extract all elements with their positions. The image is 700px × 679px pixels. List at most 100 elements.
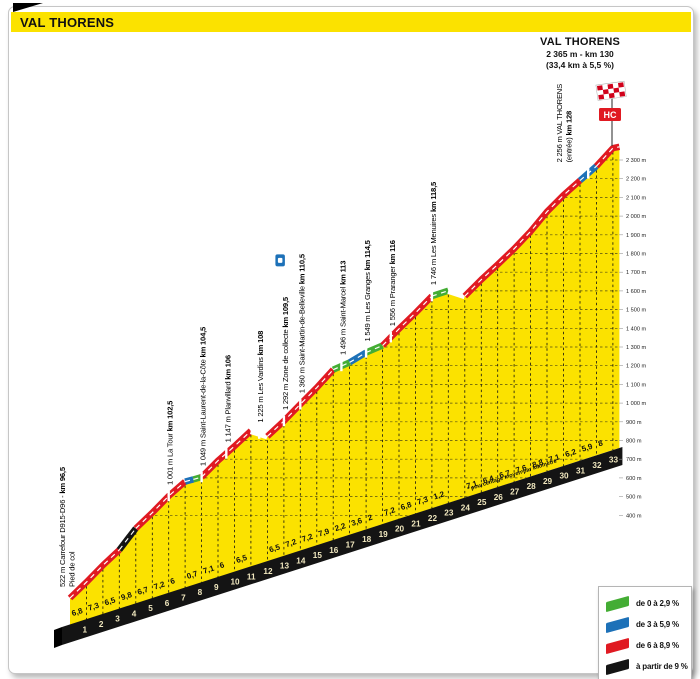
- svg-text:1 000 m: 1 000 m: [626, 401, 647, 407]
- svg-text:6,5: 6,5: [103, 595, 117, 607]
- svg-text:2 100 m: 2 100 m: [626, 195, 647, 201]
- svg-text:1 100 m: 1 100 m: [626, 382, 647, 388]
- svg-text:7,9: 7,9: [317, 526, 331, 538]
- svg-text:1 147 m Planvillard km 106: 1 147 m Planvillard km 106: [223, 355, 232, 442]
- svg-text:8,8: 8,8: [531, 457, 545, 469]
- svg-text:9,8: 9,8: [120, 590, 134, 602]
- svg-text:8: 8: [597, 438, 605, 448]
- checkered-flag-icon: [595, 80, 627, 101]
- legend-label: de 3 à 5,9 %: [636, 620, 679, 629]
- svg-text:600 m: 600 m: [626, 476, 642, 482]
- svg-text:2 200 m: 2 200 m: [626, 177, 647, 183]
- svg-text:500 m: 500 m: [626, 495, 642, 501]
- svg-text:7,1: 7,1: [465, 479, 479, 491]
- svg-text:1 800 m: 1 800 m: [626, 252, 647, 258]
- svg-text:6: 6: [169, 576, 177, 586]
- svg-text:7,2: 7,2: [153, 579, 167, 591]
- svg-text:23: 23: [444, 509, 454, 518]
- summit-stats: (33,4 km à 5,5 %): [545, 60, 615, 70]
- gradient-legend: de 0 à 2,9 % de 3 à 5,9 % de 6 à 8,9 % à…: [598, 586, 692, 679]
- svg-text:32: 32: [592, 461, 602, 470]
- svg-text:6: 6: [219, 560, 227, 570]
- svg-text:8: 8: [198, 588, 203, 597]
- svg-text:(entrée) km 128: (entrée) km 128: [565, 111, 574, 162]
- svg-text:3,6: 3,6: [350, 516, 364, 528]
- svg-text:700 m: 700 m: [626, 457, 642, 463]
- svg-text:2 000 m: 2 000 m: [626, 214, 647, 220]
- hc-badge: HC: [599, 108, 621, 121]
- title-bar: VAL THORENS: [11, 12, 691, 32]
- svg-text:0,7: 0,7: [186, 569, 200, 581]
- svg-text:2 300 m: 2 300 m: [626, 158, 647, 164]
- svg-text:16: 16: [329, 546, 339, 555]
- legend-row: à partir de 9 %: [606, 656, 688, 677]
- svg-text:800 m: 800 m: [626, 439, 642, 445]
- svg-text:6,5: 6,5: [268, 542, 282, 554]
- km-gridlines: [86, 152, 614, 620]
- svg-text:20: 20: [395, 525, 405, 534]
- svg-text:900 m: 900 m: [626, 420, 642, 426]
- svg-text:6,4: 6,4: [482, 473, 496, 485]
- legend-row: de 6 à 8,9 %: [606, 635, 687, 656]
- svg-text:7,2: 7,2: [383, 505, 397, 517]
- svg-text:4: 4: [132, 609, 137, 618]
- svg-text:5: 5: [148, 604, 153, 613]
- svg-text:25: 25: [477, 498, 487, 507]
- svg-text:2: 2: [367, 512, 375, 522]
- waypoint-notches: [167, 168, 590, 502]
- svg-text:7,6: 7,6: [515, 463, 529, 475]
- svg-text:522 m Carrefour D915-D96 - km: 522 m Carrefour D915-D96 - km 96,5: [58, 466, 67, 587]
- gradient-swatch-green: [606, 595, 629, 612]
- svg-text:1 360 m Saint-Martin-de-Bellev: 1 360 m Saint-Martin-de-Belleville km 11…: [297, 253, 306, 393]
- legend-label: de 6 à 8,9 %: [636, 641, 679, 650]
- svg-text:1 746 m Les Menuires km 118,5: 1 746 m Les Menuires km 118,5: [429, 181, 438, 285]
- svg-text:1 500 m: 1 500 m: [626, 308, 647, 314]
- svg-text:2,2: 2,2: [334, 521, 348, 533]
- svg-text:7,3: 7,3: [416, 495, 430, 507]
- svg-text:21: 21: [411, 519, 421, 528]
- gradient-labels: 6,8 7,3 6,5 9,8 6,7 7,2 60,7 7,1 66,56,5 7,2 7,2 7,…: [71, 438, 605, 618]
- svg-text:1: 1: [83, 625, 88, 634]
- summit-elevation: 2 365 m - km 130: [546, 49, 614, 59]
- svg-text:6,7: 6,7: [136, 585, 150, 597]
- svg-text:6,2: 6,2: [564, 447, 578, 459]
- svg-text:1 400 m: 1 400 m: [626, 326, 647, 332]
- svg-text:7,3: 7,3: [87, 601, 101, 613]
- svg-text:1 225 m Les Vardins km 108: 1 225 m Les Vardins km 108: [256, 331, 265, 423]
- svg-text:10: 10: [231, 578, 241, 587]
- svg-text:14: 14: [296, 556, 306, 565]
- svg-text:400 m: 400 m: [626, 513, 642, 519]
- legend-label: à partir de 9 %: [636, 662, 688, 671]
- svg-text:1 200 m: 1 200 m: [626, 364, 647, 370]
- svg-text:13: 13: [280, 562, 290, 571]
- svg-text:6,5: 6,5: [235, 553, 249, 565]
- svg-text:7,1: 7,1: [202, 563, 216, 575]
- elevation-ruler: 2 300 m 2 200 m 2 100 m 2 000 m 1 900 m 1 800…: [619, 158, 647, 519]
- road: [67, 143, 621, 601]
- svg-text:24: 24: [461, 503, 471, 512]
- svg-text:6,7: 6,7: [498, 468, 512, 480]
- gradient-swatch-red: [606, 637, 629, 654]
- svg-text:22: 22: [428, 514, 438, 523]
- svg-text:5,9: 5,9: [580, 442, 594, 454]
- legend-label: de 0 à 2,9 %: [636, 599, 679, 608]
- svg-text:9: 9: [214, 583, 219, 592]
- legend-row: de 0 à 2,9 %: [606, 593, 687, 614]
- svg-text:33: 33: [609, 456, 619, 465]
- svg-text:7,2: 7,2: [301, 532, 315, 544]
- svg-text:7: 7: [181, 594, 186, 603]
- svg-text:7,2: 7,2: [284, 537, 298, 549]
- km-band: [62, 447, 623, 645]
- svg-text:2 256 m VAL THORENS: 2 256 m VAL THORENS: [555, 84, 564, 162]
- svg-text:1 496 m Saint-Marcel km 113: 1 496 m Saint-Marcel km 113: [338, 261, 347, 355]
- svg-text:1 556 m Praranger km 116: 1 556 m Praranger km 116: [388, 240, 397, 326]
- svg-text:2: 2: [99, 620, 104, 629]
- svg-text:12: 12: [263, 567, 273, 576]
- svg-text:30: 30: [560, 472, 570, 481]
- svg-text:1 600 m: 1 600 m: [626, 289, 647, 295]
- svg-text:17: 17: [346, 541, 356, 550]
- svg-text:3: 3: [115, 615, 120, 624]
